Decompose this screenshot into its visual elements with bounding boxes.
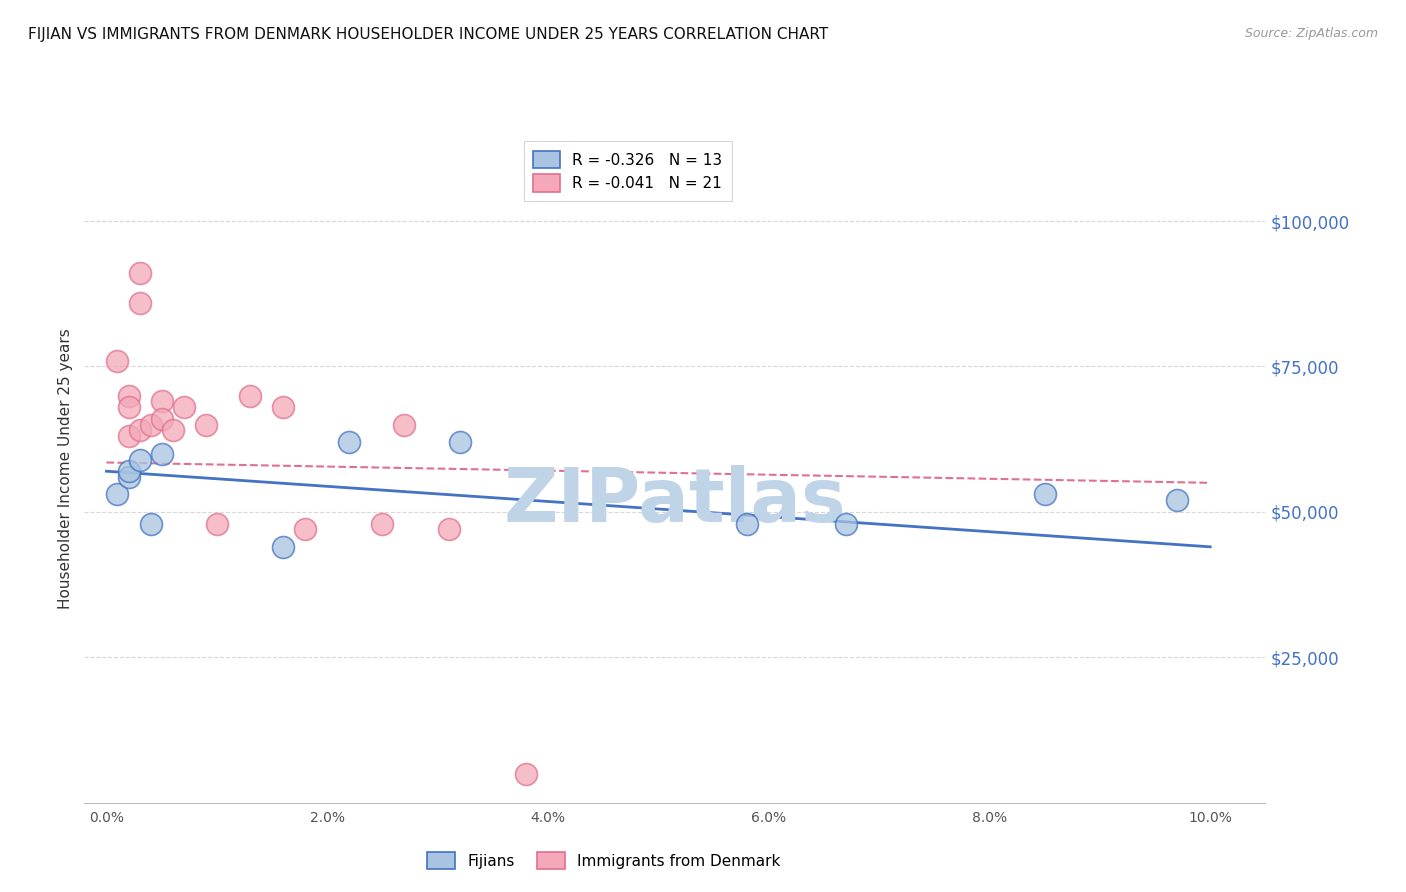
Point <box>735 516 758 531</box>
Text: ZIPatlas: ZIPatlas <box>503 466 846 538</box>
Point <box>139 516 162 531</box>
Point <box>449 435 471 450</box>
Point <box>194 417 217 432</box>
Point <box>162 424 184 438</box>
Point <box>150 394 173 409</box>
Point <box>173 401 195 415</box>
Text: FIJIAN VS IMMIGRANTS FROM DENMARK HOUSEHOLDER INCOME UNDER 25 YEARS CORRELATION : FIJIAN VS IMMIGRANTS FROM DENMARK HOUSEH… <box>28 27 828 42</box>
Point <box>117 464 139 478</box>
Point <box>437 522 460 536</box>
Point <box>117 388 139 402</box>
Point <box>107 353 129 368</box>
Point <box>128 424 150 438</box>
Text: Source: ZipAtlas.com: Source: ZipAtlas.com <box>1244 27 1378 40</box>
Point <box>117 429 139 443</box>
Y-axis label: Householder Income Under 25 years: Householder Income Under 25 years <box>58 328 73 608</box>
Point <box>294 522 316 536</box>
Point <box>515 766 537 780</box>
Point <box>117 470 139 484</box>
Point <box>271 540 294 554</box>
Point <box>835 516 858 531</box>
Point <box>1166 493 1188 508</box>
Point <box>271 401 294 415</box>
Point <box>150 412 173 426</box>
Point <box>107 487 129 501</box>
Point <box>117 401 139 415</box>
Point <box>1033 487 1056 501</box>
Point <box>371 516 394 531</box>
Point <box>128 295 150 310</box>
Point <box>139 417 162 432</box>
Point <box>128 452 150 467</box>
Point <box>239 388 262 402</box>
Point <box>205 516 228 531</box>
Point <box>128 267 150 281</box>
Point <box>337 435 360 450</box>
Legend: Fijians, Immigrants from Denmark: Fijians, Immigrants from Denmark <box>422 846 787 875</box>
Point <box>394 417 416 432</box>
Point <box>150 447 173 461</box>
